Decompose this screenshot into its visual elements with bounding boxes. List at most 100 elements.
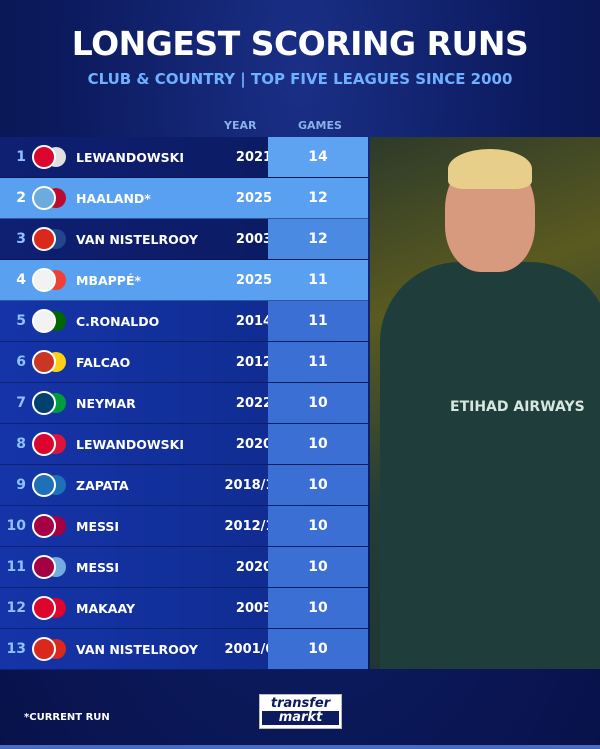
table-row: 7 NEYMAR 2022 10 [0, 383, 368, 424]
year: 2005 [235, 600, 273, 616]
bottom-bar [0, 745, 600, 749]
table-row: 12 MAKAAY 2005 10 [0, 588, 368, 629]
player-name: MAKAAY [76, 600, 136, 616]
rank: 3 [16, 231, 26, 247]
player-hair [448, 149, 532, 189]
column-header-year: YEAR [224, 119, 257, 132]
club-country-badge [32, 637, 66, 661]
club-country-badge [32, 473, 66, 497]
player-name: C.RONALDO [76, 313, 160, 329]
player-name: ZAPATA [76, 477, 129, 493]
player-name: MESSI [76, 559, 120, 575]
games: 11 [308, 272, 328, 288]
games: 10 [268, 383, 368, 423]
games: 11 [268, 301, 368, 341]
club-crest-icon [32, 432, 56, 456]
table-row: 10 MESSI 2012/13 10 [0, 506, 368, 547]
page-title: LONGEST SCORING RUNS [71, 24, 529, 63]
games: 10 [268, 465, 368, 505]
club-country-badge [32, 350, 66, 374]
player-shirt [380, 262, 600, 669]
club-country-badge [32, 186, 66, 210]
scoring-runs-table: 1 LEWANDOWSKI 2021 14 2 HAALAND* 2025 12 3… [0, 137, 368, 670]
table-row: 11 MESSI 2020 10 [0, 547, 368, 588]
player-name: LEWANDOWSKI [76, 149, 184, 165]
table-row: 6 FALCAO 2012 11 [0, 342, 368, 383]
club-country-badge [32, 432, 66, 456]
table-row: 5 C.RONALDO 2014 11 [0, 301, 368, 342]
club-country-badge [32, 555, 66, 579]
games: 10 [268, 424, 368, 464]
table-row: 4 MBAPPÉ* 2025 11 [0, 260, 368, 301]
year: 2003 [235, 231, 273, 247]
table-row: 8 LEWANDOWSKI 2020 10 [0, 424, 368, 465]
club-crest-icon [32, 391, 56, 415]
year: 2022 [235, 395, 273, 411]
club-crest-icon [32, 350, 56, 374]
year: 2020 [235, 436, 273, 452]
year: 2014 [235, 313, 273, 329]
club-crest-icon [32, 309, 56, 333]
rank: 11 [6, 559, 26, 575]
games: 12 [268, 219, 368, 259]
player-name: NEYMAR [76, 395, 136, 411]
club-crest-icon [32, 555, 56, 579]
club-crest-icon [32, 268, 56, 292]
club-crest-icon [32, 473, 56, 497]
table-row: 9 ZAPATA 2018/19 10 [0, 465, 368, 506]
column-header-games: GAMES [298, 119, 342, 132]
rank: 8 [16, 436, 26, 452]
player-name: FALCAO [76, 354, 131, 370]
club-country-badge [32, 514, 66, 538]
table-row: 2 HAALAND* 2025 12 [0, 178, 368, 219]
rank: 4 [16, 272, 26, 288]
club-crest-icon [32, 637, 56, 661]
club-crest-icon [32, 596, 56, 620]
club-country-badge [32, 227, 66, 251]
club-crest-icon [32, 514, 56, 538]
rank: 13 [6, 641, 26, 657]
shirt-sponsor: ETIHAD AIRWAYS [450, 399, 585, 415]
rank: 6 [16, 354, 26, 370]
games: 14 [268, 137, 368, 177]
table-row: 3 VAN NISTELROOY 2003 12 [0, 219, 368, 260]
year: 2020 [235, 559, 273, 575]
footnote: *CURRENT RUN [24, 712, 110, 723]
rank: 1 [16, 149, 26, 165]
rank: 12 [6, 600, 26, 616]
club-country-badge [32, 391, 66, 415]
club-country-badge [32, 596, 66, 620]
player-name: MESSI [76, 518, 120, 534]
table-row: 13 VAN NISTELROOY 2001/02 10 [0, 629, 368, 670]
player-name: HAALAND* [76, 190, 151, 206]
games: 10 [268, 506, 368, 546]
rank: 7 [16, 395, 26, 411]
year: 2025 [235, 272, 273, 288]
year: 2021 [235, 149, 273, 165]
table-row: 1 LEWANDOWSKI 2021 14 [0, 137, 368, 178]
rank: 10 [6, 518, 26, 534]
transfermarkt-logo: transfer markt [259, 694, 342, 729]
player-name: MBAPPÉ* [76, 272, 142, 288]
page-subtitle: CLUB & COUNTRY | TOP FIVE LEAGUES SINCE … [87, 70, 513, 88]
player-name: VAN NISTELROOY [76, 231, 198, 247]
club-crest-icon [32, 186, 56, 210]
player-name: LEWANDOWSKI [76, 436, 184, 452]
games: 12 [308, 190, 328, 206]
club-crest-icon [32, 145, 56, 169]
rank: 9 [16, 477, 26, 493]
club-country-badge [32, 145, 66, 169]
club-country-badge [32, 309, 66, 333]
games: 10 [268, 629, 368, 669]
games: 10 [268, 547, 368, 587]
games: 10 [268, 588, 368, 628]
rank: 2 [16, 190, 26, 206]
year: 2025 [235, 190, 273, 206]
year: 2012 [235, 354, 273, 370]
club-crest-icon [32, 227, 56, 251]
club-country-badge [32, 268, 66, 292]
rank: 5 [16, 313, 26, 329]
games: 11 [268, 342, 368, 382]
player-photo: ETIHAD AIRWAYS [370, 137, 600, 669]
player-name: VAN NISTELROOY [76, 641, 198, 657]
